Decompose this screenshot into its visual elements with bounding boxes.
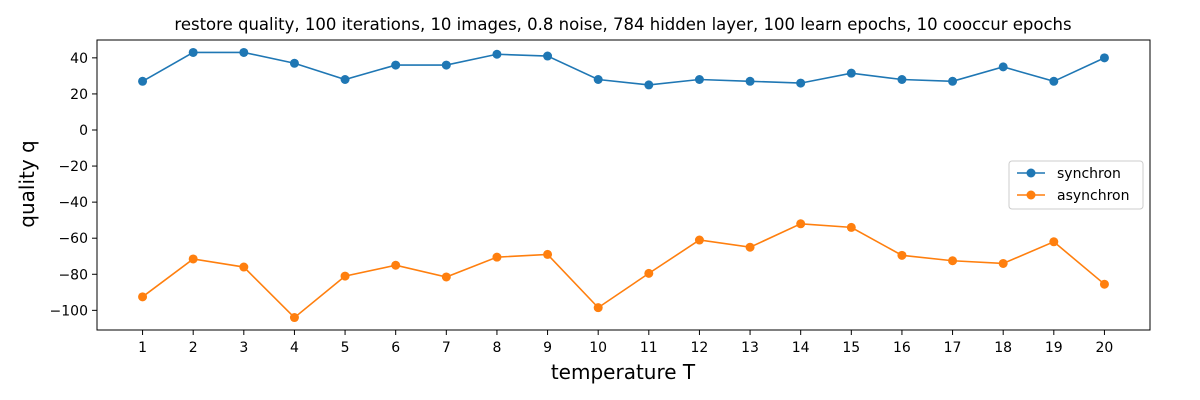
x-tick-label: 6 bbox=[391, 340, 400, 356]
data-point-asynchron bbox=[391, 260, 401, 270]
data-point-synchron bbox=[1049, 76, 1059, 86]
y-tick-label: 20 bbox=[70, 87, 88, 103]
series-line-synchron bbox=[142, 51, 1105, 86]
y-tick-label: −20 bbox=[58, 159, 88, 175]
x-tick-label: 1 bbox=[138, 340, 147, 356]
x-tick-label: 17 bbox=[944, 340, 962, 356]
data-point-asynchron bbox=[289, 313, 299, 323]
x-tick-label: 15 bbox=[842, 340, 860, 356]
x-tick-label: 7 bbox=[442, 340, 451, 356]
x-tick-label: 19 bbox=[1045, 340, 1063, 356]
x-tick-label: 20 bbox=[1096, 340, 1114, 356]
y-tick-label: −60 bbox=[58, 231, 88, 247]
series-synchron bbox=[138, 47, 1109, 90]
y-tick-label: −100 bbox=[50, 303, 88, 319]
legend-item-synchron: synchron bbox=[1017, 166, 1121, 182]
data-point-asynchron bbox=[1049, 237, 1059, 247]
x-tick-label: 10 bbox=[589, 340, 607, 356]
data-point-asynchron bbox=[492, 252, 502, 262]
y-tick-label: 40 bbox=[70, 51, 88, 67]
data-point-synchron bbox=[694, 74, 704, 84]
x-axis: 1 2 3 4 5 6 7 8 9 10 11 12 13 14 15 16 17 18 19 20 bbox=[138, 330, 1113, 356]
x-tick-label: 8 bbox=[492, 340, 501, 356]
x-tick-label: 4 bbox=[290, 340, 299, 356]
legend-label: asynchron bbox=[1057, 188, 1130, 204]
data-point-asynchron bbox=[694, 235, 704, 245]
data-point-synchron bbox=[998, 62, 1008, 72]
legend-label: synchron bbox=[1057, 166, 1121, 182]
legend-item-asynchron: asynchron bbox=[1017, 188, 1130, 204]
x-axis-title: temperature T bbox=[551, 360, 696, 384]
data-point-asynchron bbox=[543, 249, 553, 259]
data-point-asynchron bbox=[138, 292, 148, 302]
data-point-synchron bbox=[391, 60, 401, 70]
data-point-asynchron bbox=[948, 256, 958, 266]
x-tick-label: 14 bbox=[792, 340, 810, 356]
data-point-synchron bbox=[340, 74, 350, 84]
data-point-asynchron bbox=[796, 219, 806, 229]
data-point-asynchron bbox=[745, 242, 755, 252]
data-point-synchron bbox=[543, 51, 553, 61]
data-point-synchron bbox=[796, 78, 806, 88]
y-axis-title: quality q bbox=[15, 140, 39, 227]
legend-marker bbox=[1026, 168, 1036, 178]
x-tick-label: 3 bbox=[239, 340, 248, 356]
plot-marks bbox=[138, 47, 1109, 323]
y-axis: 40 20 0 −20 −40 −60 −80 −100 bbox=[50, 51, 97, 319]
legend-marker bbox=[1026, 190, 1036, 200]
x-tick-label: 16 bbox=[893, 340, 911, 356]
data-point-synchron bbox=[644, 80, 654, 90]
y-tick-label: −80 bbox=[58, 267, 88, 283]
data-point-asynchron bbox=[644, 268, 654, 278]
data-point-synchron bbox=[593, 74, 603, 84]
data-point-synchron bbox=[745, 76, 755, 86]
data-point-synchron bbox=[897, 74, 907, 84]
x-tick-label: 5 bbox=[341, 340, 350, 356]
x-tick-label: 18 bbox=[994, 340, 1012, 356]
series-line-asynchron bbox=[142, 222, 1105, 319]
plot-frame bbox=[96, 39, 1151, 331]
data-point-synchron bbox=[948, 76, 958, 86]
data-point-asynchron bbox=[593, 303, 603, 313]
data-point-asynchron bbox=[239, 262, 249, 272]
data-point-asynchron bbox=[897, 250, 907, 260]
x-tick-label: 12 bbox=[691, 340, 709, 356]
data-point-asynchron bbox=[188, 254, 198, 264]
series-asynchron bbox=[138, 219, 1109, 323]
x-tick-label: 13 bbox=[741, 340, 759, 356]
data-point-asynchron bbox=[441, 272, 451, 282]
chart-title: restore quality, 100 iterations, 10 imag… bbox=[174, 15, 1071, 34]
data-point-synchron bbox=[239, 47, 249, 57]
data-point-synchron bbox=[846, 68, 856, 78]
data-point-synchron bbox=[441, 60, 451, 70]
data-point-synchron bbox=[289, 58, 299, 68]
x-tick-label: 9 bbox=[543, 340, 552, 356]
x-tick-label: 11 bbox=[640, 340, 658, 356]
data-point-asynchron bbox=[998, 258, 1008, 268]
x-tick-label: 2 bbox=[189, 340, 198, 356]
data-point-synchron bbox=[1099, 53, 1109, 63]
y-tick-label: −40 bbox=[58, 195, 88, 211]
data-point-synchron bbox=[492, 49, 502, 59]
data-point-asynchron bbox=[340, 271, 350, 281]
data-point-synchron bbox=[188, 47, 198, 57]
data-point-synchron bbox=[138, 76, 148, 86]
data-point-asynchron bbox=[1099, 279, 1109, 289]
y-tick-label: 0 bbox=[79, 123, 88, 139]
legend: synchron asynchron bbox=[1008, 160, 1144, 210]
data-point-asynchron bbox=[846, 222, 856, 232]
